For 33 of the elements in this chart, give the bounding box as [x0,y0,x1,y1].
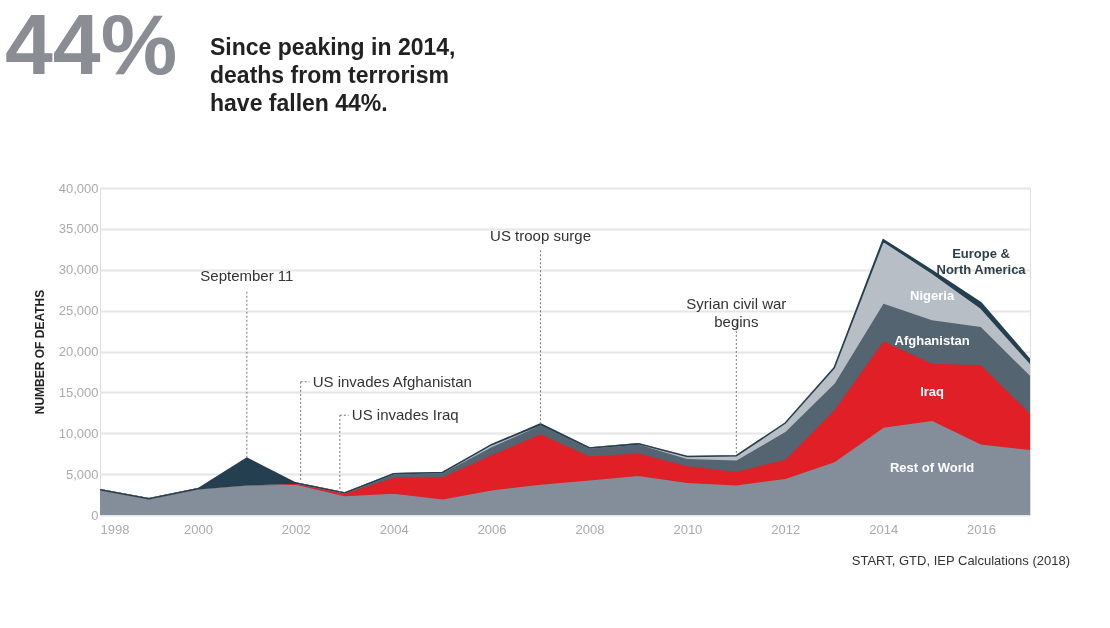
annotation: Syrian civil war begins [686,294,787,330]
series-label: Iraq [920,383,945,399]
y-axis-title: NUMBER OF DEATHS [32,289,47,415]
chart-subtitle: Since peaking in 2014, deaths from terrorism have fallen 44%. [210,34,456,116]
annotation: US troop surge [490,227,591,245]
y-tick-label: 0 [91,507,99,523]
y-tick-label: 15,000 [58,384,99,400]
y-tick-label: 5,000 [65,466,99,482]
series-label: Rest of World [889,459,975,475]
x-tick-label: 2014 [869,521,899,537]
x-tick-label: 2010 [673,521,703,537]
x-tick-label: 2000 [183,521,213,537]
x-tick-label: 2008 [575,521,605,537]
series-label: Afghanistan [894,333,970,349]
x-tick-label: 2012 [771,521,801,537]
y-tick-label: 10,000 [58,425,99,441]
y-tick-label: 20,000 [58,344,99,359]
series-label: Europe & North America [936,245,1027,277]
y-tick-label: 40,000 [58,180,99,196]
x-tick-label: 2016 [967,521,997,537]
annotation: US invades Afghanistan [312,372,472,390]
chart-title: 44% [5,0,178,92]
text: START, GTD, IEP Calculations (2018) [851,553,1070,568]
x-tick-label: 1998 [100,521,130,537]
series-label: Nigeria [910,288,955,304]
y-tick-label: 30,000 [58,262,99,278]
x-tick-label: 2006 [477,521,507,537]
y-tick-label: 25,000 [58,303,99,319]
x-tick-label: 2004 [379,521,409,537]
x-tick-label: 2002 [281,521,311,537]
annotation: September 11 [200,267,294,285]
annotation: US invades Iraq [351,406,459,424]
y-tick-label: 35,000 [58,221,99,237]
